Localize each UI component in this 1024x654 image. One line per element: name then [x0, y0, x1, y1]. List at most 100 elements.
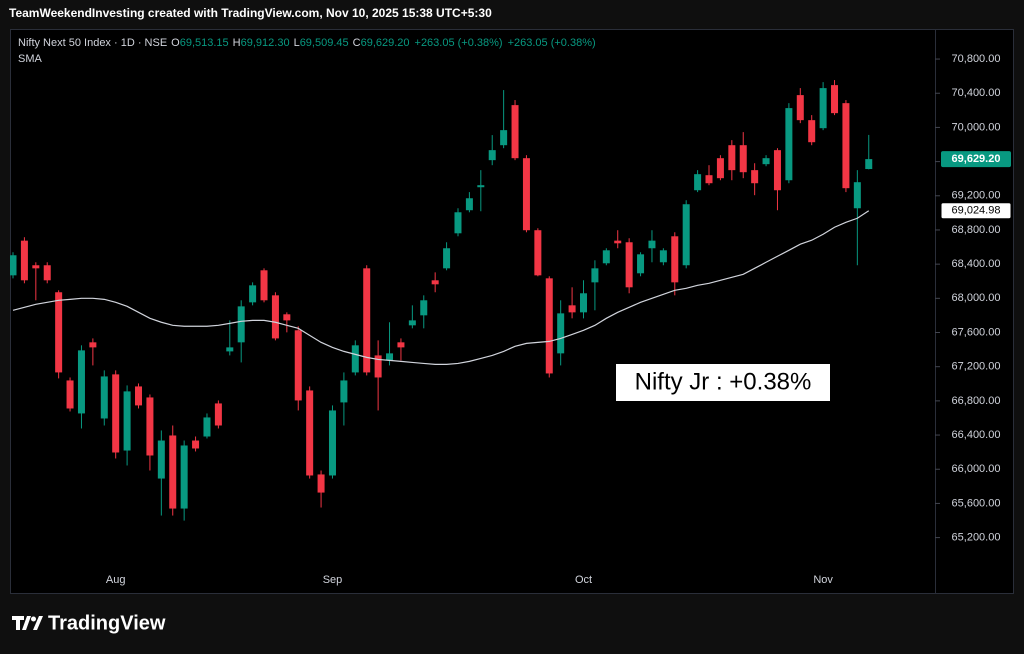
candle-body: [465, 198, 473, 211]
y-tick-label: 67,600.00: [952, 326, 1001, 338]
candle-body: [648, 240, 656, 249]
candle-body: [557, 313, 565, 354]
candle-body: [328, 410, 336, 476]
legend-value: 69,629.20: [361, 37, 410, 49]
candle-body: [568, 305, 576, 313]
x-tick-label: Sep: [323, 574, 343, 586]
candle-body: [283, 314, 291, 321]
legend-header: Nifty Next 50 Index · 1D · NSE O69,513.15…: [18, 37, 596, 49]
candle-body: [397, 342, 405, 348]
candle-body: [511, 105, 519, 159]
candle-body: [522, 158, 530, 231]
candle-body: [180, 445, 188, 509]
x-tick-label: Nov: [813, 574, 833, 586]
legend-key: C: [353, 37, 361, 49]
candle-body: [340, 380, 348, 403]
candle-body: [488, 150, 496, 161]
candle-body: [477, 185, 485, 188]
candle-body: [454, 212, 462, 234]
last-price-label: 69,629.20: [952, 153, 1001, 165]
candle-body: [808, 120, 816, 143]
candle-body: [637, 254, 645, 274]
logo-icon-part: [33, 616, 43, 630]
candle-body: [865, 159, 873, 170]
legend-value: 69,912.30: [241, 37, 290, 49]
candle-body: [89, 342, 97, 348]
candle-body: [659, 250, 667, 263]
candle-body: [625, 242, 633, 288]
candle-body: [739, 145, 747, 173]
candle-body: [306, 390, 314, 476]
candle-body: [705, 175, 713, 184]
candle-body: [602, 250, 610, 264]
y-tick-label: 69,200.00: [952, 190, 1001, 202]
candle-body: [500, 130, 508, 146]
y-tick-label: 68,000.00: [952, 292, 1001, 304]
candle-body: [294, 330, 302, 401]
candle-body: [716, 158, 724, 179]
candle-body: [842, 103, 850, 189]
legend-value: 69,509.45: [300, 37, 349, 49]
candle-body: [408, 320, 416, 326]
candle-body: [249, 285, 257, 303]
candle-body: [317, 474, 325, 493]
candle-body: [203, 417, 211, 437]
last-price-tag: [941, 151, 1011, 168]
candle-body: [671, 236, 679, 283]
candle-body: [796, 95, 804, 121]
candle-body: [237, 306, 245, 343]
candle-body: [157, 440, 165, 479]
title: Nifty Next 50 Index · 1D · NSE: [18, 37, 167, 49]
y-tick-label: 66,400.00: [952, 429, 1001, 441]
y-tick-label: 68,800.00: [952, 224, 1001, 236]
y-tick-label: 65,600.00: [952, 497, 1001, 509]
sma-price-tag: [940, 202, 1012, 220]
candle-body: [728, 145, 736, 171]
legend-value: 69,513.15: [180, 37, 229, 49]
y-tick-label: 66,800.00: [952, 395, 1001, 407]
candle-body: [545, 278, 553, 374]
candle-body: [32, 265, 40, 269]
candle-body: [420, 300, 428, 316]
indicator-name: SMA: [18, 53, 43, 65]
candle-body: [785, 108, 793, 181]
candle-body: [351, 345, 359, 373]
candle-body: [10, 255, 17, 276]
candle-body: [773, 150, 781, 191]
candle-body: [55, 292, 63, 373]
candle-body: [20, 240, 28, 281]
logo: TradingView: [12, 612, 166, 634]
y-tick-label: 70,000.00: [952, 121, 1001, 133]
candle-body: [100, 376, 108, 419]
y-tick-label: 68,400.00: [952, 258, 1001, 270]
x-tick-label: Aug: [106, 574, 126, 586]
candle-body: [853, 182, 861, 209]
candle-body: [146, 397, 154, 456]
candle-body: [214, 403, 222, 426]
candle-body: [271, 295, 279, 339]
logo-dot: [31, 616, 36, 622]
annotation-box: [616, 364, 830, 401]
legend-key: L: [294, 37, 300, 49]
candle-body: [751, 170, 759, 184]
candle-body: [534, 230, 542, 276]
candle-body: [123, 391, 131, 451]
y-tick-label: 70,800.00: [952, 53, 1001, 65]
change-label: +263.05 (+0.38%): [415, 37, 503, 49]
legend-key: H: [233, 37, 241, 49]
candle-body: [431, 280, 439, 285]
candle-body: [77, 350, 85, 414]
y-tick-label: 66,000.00: [952, 463, 1001, 475]
candle-body: [226, 347, 234, 352]
y-tick-label: 67,200.00: [952, 361, 1001, 373]
candle-body: [386, 353, 394, 361]
annotation: Nifty Jr : +0.38%: [635, 368, 812, 395]
plot-area: [10, 80, 873, 521]
candle-body: [66, 380, 74, 409]
candle-body: [135, 386, 143, 406]
candle-body: [192, 440, 200, 449]
candle-body: [374, 355, 382, 378]
x-tick-label: Oct: [575, 574, 592, 586]
candle-body: [112, 374, 120, 453]
